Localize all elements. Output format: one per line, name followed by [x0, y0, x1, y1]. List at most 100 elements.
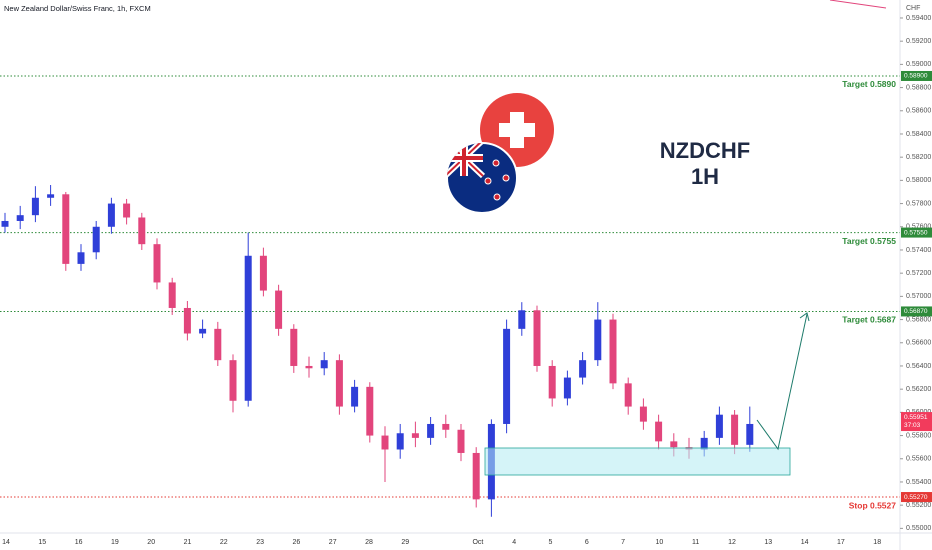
y-tick-label: 0.58400 [906, 131, 931, 138]
candle-body [503, 328, 511, 424]
candle-body [107, 203, 115, 227]
star [484, 177, 492, 185]
candle-body [123, 203, 131, 218]
axis-currency: CHF [906, 5, 920, 12]
y-tick-label: 0.57800 [906, 200, 931, 207]
x-tick-label: 21 [184, 539, 192, 546]
arrow-head [799, 312, 810, 322]
x-tick-label: 17 [837, 539, 845, 546]
candle-body [655, 421, 663, 442]
x-tick-label: 29 [401, 539, 409, 546]
level-label: Target 0.5755 [842, 236, 896, 246]
candle-body [442, 423, 450, 430]
candle-body [472, 452, 480, 500]
candle-body [548, 365, 556, 399]
y-tick-label: 0.57200 [906, 270, 931, 277]
level-badge [901, 70, 932, 81]
x-tick-label: 4 [512, 539, 516, 546]
x-tick-label: 15 [38, 539, 46, 546]
y-tick-label: 0.57600 [906, 224, 931, 231]
y-tick-label: 0.58000 [906, 177, 931, 184]
y-tick-label: 0.55000 [906, 525, 931, 532]
candle-body [244, 255, 252, 401]
level-badge-label: 0.56870 [904, 308, 928, 315]
candle-body [366, 386, 374, 436]
level-badge [901, 227, 932, 238]
candle-body [77, 252, 85, 264]
candle-body [305, 365, 313, 369]
level-badge [901, 306, 932, 317]
subheading: 1H [691, 164, 719, 189]
x-tick-label: 23 [256, 539, 264, 546]
y-tick-label: 0.56200 [906, 386, 931, 393]
x-tick-label: 13 [764, 539, 772, 546]
swiss-cross-h [499, 123, 535, 137]
candle-body [700, 437, 708, 450]
x-tick-label: 16 [75, 539, 83, 546]
y-tick-label: 0.57000 [906, 293, 931, 300]
candle-body [411, 433, 419, 438]
y-tick-label: 0.55400 [906, 479, 931, 486]
level-badge [901, 492, 932, 503]
candle-body [381, 435, 389, 450]
x-tick-label: 20 [147, 539, 155, 546]
candle-body [62, 194, 70, 264]
x-tick-label: 14 [2, 539, 10, 546]
candle-body [715, 414, 723, 438]
level-badge-label: 0.57550 [904, 229, 928, 236]
y-tick-label: 0.55600 [906, 456, 931, 463]
candle-body [259, 255, 267, 291]
candle-body [31, 197, 39, 216]
cross-red-h [447, 156, 483, 160]
candle-body [594, 319, 602, 361]
candle-body [335, 360, 343, 407]
candle-body [275, 290, 283, 329]
candle-body [639, 406, 647, 422]
x-tick-label: 28 [365, 539, 373, 546]
projection-arrow [756, 313, 808, 451]
candle-body [229, 360, 237, 401]
y-tick-label: 0.56600 [906, 340, 931, 347]
x-tick-label: 11 [692, 539, 699, 546]
y-tick-label: 0.56800 [906, 316, 931, 323]
x-tick-label: 7 [621, 539, 625, 546]
candle-body [1, 220, 9, 227]
current-price-badge [901, 412, 932, 432]
candle-body [199, 328, 207, 334]
y-tick-label: 0.55200 [906, 502, 931, 509]
level-label: Target 0.5890 [842, 79, 896, 89]
candle-body [746, 423, 754, 445]
y-tick-label: 0.57400 [906, 247, 931, 254]
current-price-label: 0.55951 [904, 414, 928, 421]
candle-body [138, 217, 146, 245]
star [492, 159, 500, 167]
candle-body [290, 328, 298, 366]
x-tick-label: 5 [549, 539, 553, 546]
y-tick-label: 0.59400 [906, 15, 931, 22]
candle-body [427, 423, 435, 438]
candle-body [153, 244, 161, 283]
y-tick-label: 0.59000 [906, 61, 931, 68]
x-tick-label: 18 [873, 539, 881, 546]
candle-body [168, 282, 176, 308]
x-tick-label: 26 [293, 539, 301, 546]
support-zone [484, 447, 791, 476]
countdown-label: 37:03 [904, 422, 921, 429]
star [502, 174, 510, 182]
candle-body [609, 319, 617, 384]
y-tick-label: 0.58800 [906, 84, 931, 91]
plot-area [0, 75, 900, 517]
level-badge-label: 0.58900 [904, 73, 928, 80]
candle-body [624, 383, 632, 407]
x-tick-label: 10 [656, 539, 664, 546]
level-label: Target 0.5687 [842, 315, 896, 325]
candle-body [92, 226, 100, 253]
heading: NZDCHF [660, 138, 750, 163]
y-tick-label: 0.56400 [906, 363, 931, 370]
x-tick-label: 14 [801, 539, 809, 546]
candle-body [579, 360, 587, 378]
level-badge-label: 0.55270 [904, 494, 928, 501]
trend-line [829, 0, 887, 9]
